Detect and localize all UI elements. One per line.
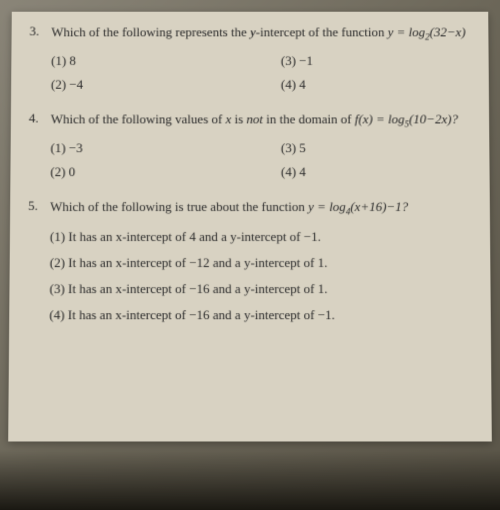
text-part: Which of the following is true about the… xyxy=(50,199,308,214)
option-value: −3 xyxy=(69,141,83,156)
option-2: (2) 0 xyxy=(50,165,241,181)
option-value: −4 xyxy=(69,77,83,92)
question-number: 4. xyxy=(29,111,51,131)
option-label: (2) xyxy=(50,165,65,180)
formula: y = log2(32−x) xyxy=(388,25,466,40)
option-label: (3) xyxy=(281,53,296,68)
option-2: (2) It has an x-intercept of −12 and a y… xyxy=(50,255,473,271)
option-1: (1) −3 xyxy=(50,141,241,157)
options-list: (1) It has an x-intercept of 4 and a y-i… xyxy=(49,229,472,323)
options-grid: (1) 8 (3) −1 (2) −4 (4) 4 xyxy=(51,53,471,93)
option-value: 0 xyxy=(69,165,76,180)
option-1: (1) It has an x-intercept of 4 and a y-i… xyxy=(50,229,472,245)
option-4: (4) 4 xyxy=(281,165,472,181)
text-part: is xyxy=(231,112,246,127)
option-label: (4) xyxy=(281,165,296,180)
text-part: -intercept of the function xyxy=(256,25,388,40)
option-value: 4 xyxy=(299,165,306,180)
option-value: 4 xyxy=(299,77,305,92)
option-1: (1) 8 xyxy=(51,53,241,69)
question-text: Which of the following represents the y-… xyxy=(51,24,465,44)
question-text: Which of the following values of x is no… xyxy=(51,111,458,131)
option-label: (2) xyxy=(51,77,66,92)
text-italic: not xyxy=(246,112,263,127)
option-label: (1) xyxy=(50,141,65,156)
option-4: (4) 4 xyxy=(281,77,471,93)
question-4: 4. Which of the following values of x is… xyxy=(28,111,471,181)
question-3: 3. Which of the following represents the… xyxy=(29,24,471,93)
text-part: in the domain of xyxy=(263,112,355,127)
option-3: (3) −1 xyxy=(281,53,471,69)
question-text: Which of the following is true about the… xyxy=(50,198,408,218)
option-label: (1) xyxy=(51,53,66,68)
option-value: −1 xyxy=(299,53,313,68)
option-value: 5 xyxy=(299,141,306,156)
formula: f(x) = log5(10−2x)? xyxy=(355,112,458,127)
options-grid: (1) −3 (3) 5 (2) 0 (4) 4 xyxy=(50,141,471,181)
formula: y = log4(x+16)−1? xyxy=(308,199,408,214)
option-4: (4) It has an x-intercept of −16 and a y… xyxy=(49,307,472,323)
option-3: (3) It has an x-intercept of −16 and a y… xyxy=(49,281,472,297)
question-header: 4. Which of the following values of x is… xyxy=(29,111,472,131)
text-part: Which of the following represents the xyxy=(51,25,250,40)
question-header: 3. Which of the following represents the… xyxy=(29,24,470,44)
option-3: (3) 5 xyxy=(281,141,472,157)
text-part: Which of the following values of xyxy=(51,112,226,127)
option-label: (4) xyxy=(281,77,296,92)
shadow-edge xyxy=(0,450,500,510)
question-5: 5. Which of the following is true about … xyxy=(27,198,473,322)
option-2: (2) −4 xyxy=(51,77,241,93)
question-number: 3. xyxy=(29,24,51,44)
option-value: 8 xyxy=(69,53,76,68)
question-number: 5. xyxy=(28,198,50,218)
option-label: (3) xyxy=(281,141,296,156)
worksheet-page: 3. Which of the following represents the… xyxy=(8,12,492,442)
question-header: 5. Which of the following is true about … xyxy=(28,198,472,218)
